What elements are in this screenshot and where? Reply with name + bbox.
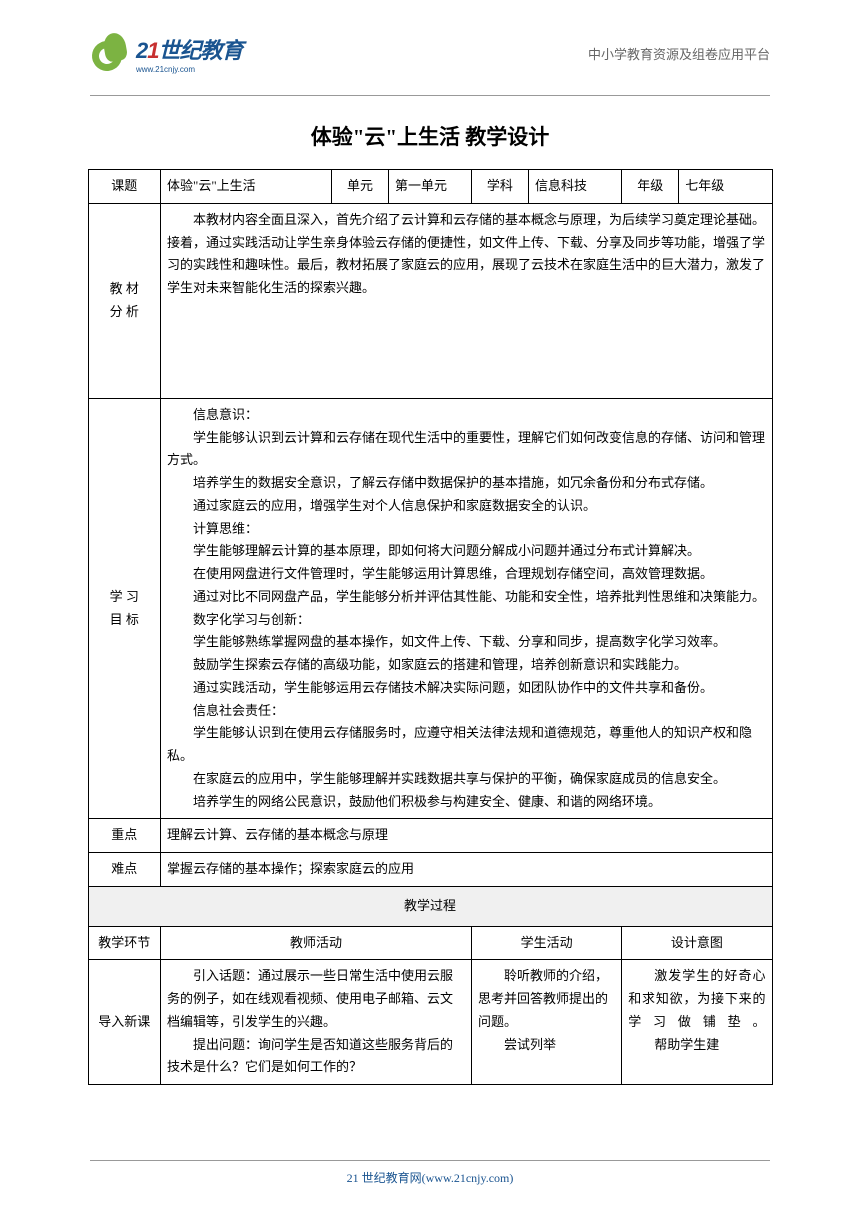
logo-title-pre: 2 bbox=[136, 38, 147, 63]
footer-text-post: ) bbox=[509, 1171, 513, 1185]
objectives-p3: 培养学生的数据安全意识，了解云存储中数据保护的基本措施，如冗余备份和分布式存储。 bbox=[167, 472, 765, 495]
unit-label: 单元 bbox=[332, 170, 389, 204]
material-analysis-text: 本教材内容全面且深入，首先介绍了云计算和云存储的基本概念与原理，为后续学习奠定理… bbox=[167, 209, 765, 300]
logo-title-num: 1 bbox=[147, 38, 158, 63]
material-analysis-row: 教 材分 析 本教材内容全面且深入，首先介绍了云计算和云存储的基本概念与原理，为… bbox=[88, 203, 772, 398]
grade-value: 七年级 bbox=[679, 170, 772, 204]
design-intent-p2: 帮助学生建 bbox=[628, 1034, 765, 1057]
process-design-intent: 激发学生的好奇心和求知欲，为接下来的学习做铺垫。 帮助学生建 bbox=[622, 960, 772, 1085]
objectives-p14: 学生能够认识到在使用云存储服务时，应遵守相关法律法规和道德规范，尊重他人的知识产… bbox=[167, 722, 765, 768]
page-title: 体验"云"上生活 教学设计 bbox=[0, 121, 860, 151]
objectives-p15: 在家庭云的应用中，学生能够理解并实践数据共享与保护的平衡，确保家庭成员的信息安全… bbox=[167, 768, 765, 791]
unit-value: 第一单元 bbox=[389, 170, 472, 204]
process-col-student: 学生活动 bbox=[471, 926, 621, 960]
objectives-p7: 在使用网盘进行文件管理时，学生能够运用计算思维，合理规划存储空间，高效管理数据。 bbox=[167, 563, 765, 586]
process-teacher-activity: 引入话题：通过展示一些日常生活中使用云服务的例子，如在线观看视频、使用电子邮箱、… bbox=[161, 960, 472, 1085]
learning-objectives-label: 学 习目 标 bbox=[88, 398, 161, 819]
header-subtitle: 中小学教育资源及组卷应用平台 bbox=[588, 44, 770, 63]
logo-text: 21世纪教育 www.21cnjy.com bbox=[136, 33, 243, 74]
logo-url: www.21cnjy.com bbox=[136, 65, 243, 74]
objectives-p13: 信息社会责任： bbox=[167, 700, 765, 723]
lesson-plan-table: 课题 体验"云"上生活 单元 第一单元 学科 信息科技 年级 七年级 教 材分 … bbox=[88, 169, 773, 1085]
subject-value: 信息科技 bbox=[528, 170, 621, 204]
objectives-p5: 计算思维： bbox=[167, 518, 765, 541]
objectives-p8: 通过对比不同网盘产品，学生能够分析并评估其性能、功能和安全性，培养批判性思维和决… bbox=[167, 586, 765, 609]
header-divider bbox=[90, 95, 770, 96]
learning-objectives-row: 学 习目 标 信息意识： 学生能够认识到云计算和云存储在现代生活中的重要性，理解… bbox=[88, 398, 772, 819]
difficulty-content: 掌握云存储的基本操作；探索家庭云的应用 bbox=[161, 853, 772, 887]
process-student-activity: 聆听教师的介绍，思考并回答教师提出的问题。 尝试列举 bbox=[471, 960, 621, 1085]
process-section-header: 教学过程 bbox=[88, 886, 772, 926]
page-footer: 21 世纪教育网(www.21cnjy.com) bbox=[0, 1160, 860, 1186]
process-col-intent: 设计意图 bbox=[622, 926, 772, 960]
process-col-teacher: 教师活动 bbox=[161, 926, 472, 960]
footer-url: www.21cnjy.com bbox=[426, 1171, 510, 1185]
objectives-p9: 数字化学习与创新： bbox=[167, 609, 765, 632]
teacher-activity-p2: 提出问题：询问学生是否知道这些服务背后的技术是什么？它们是如何工作的？ bbox=[167, 1034, 465, 1080]
material-analysis-label: 教 材分 析 bbox=[88, 203, 161, 398]
objectives-p16: 培养学生的网络公民意识，鼓励他们积极参与构建安全、健康、和谐的网络环境。 bbox=[167, 791, 765, 814]
info-row: 课题 体验"云"上生活 单元 第一单元 学科 信息科技 年级 七年级 bbox=[88, 170, 772, 204]
topic-label: 课题 bbox=[88, 170, 161, 204]
topic-value: 体验"云"上生活 bbox=[161, 170, 332, 204]
keypoint-content: 理解云计算、云存储的基本概念与原理 bbox=[161, 819, 772, 853]
process-stage-intro: 导入新课 bbox=[88, 960, 161, 1085]
process-intro-row: 导入新课 引入话题：通过展示一些日常生活中使用云服务的例子，如在线观看视频、使用… bbox=[88, 960, 772, 1085]
process-columns-row: 教学环节 教师活动 学生活动 设计意图 bbox=[88, 926, 772, 960]
objectives-p10: 学生能够熟练掌握网盘的基本操作，如文件上传、下载、分享和同步，提高数字化学习效率… bbox=[167, 631, 765, 654]
process-col-stage: 教学环节 bbox=[88, 926, 161, 960]
difficulty-label: 难点 bbox=[88, 853, 161, 887]
page-header: 21世纪教育 www.21cnjy.com 中小学教育资源及组卷应用平台 bbox=[0, 0, 860, 95]
process-header-row: 教学过程 bbox=[88, 886, 772, 926]
student-activity-p1: 聆听教师的介绍，思考并回答教师提出的问题。 bbox=[478, 965, 615, 1033]
objectives-p2: 学生能够认识到云计算和云存储在现代生活中的重要性，理解它们如何改变信息的存储、访… bbox=[167, 427, 765, 473]
footer-text-pre: 21 世纪教育网( bbox=[347, 1171, 426, 1185]
objectives-p11: 鼓励学生探索云存储的高级功能，如家庭云的搭建和管理，培养创新意识和实践能力。 bbox=[167, 654, 765, 677]
student-activity-p2: 尝试列举 bbox=[478, 1034, 615, 1057]
learning-objectives-content: 信息意识： 学生能够认识到云计算和云存储在现代生活中的重要性，理解它们如何改变信… bbox=[161, 398, 772, 819]
objectives-p12: 通过实践活动，学生能够运用云存储技术解决实际问题，如团队协作中的文件共享和备份。 bbox=[167, 677, 765, 700]
keypoint-label: 重点 bbox=[88, 819, 161, 853]
logo: 21世纪教育 www.21cnjy.com bbox=[90, 33, 243, 75]
difficulty-row: 难点 掌握云存储的基本操作；探索家庭云的应用 bbox=[88, 853, 772, 887]
objectives-p4: 通过家庭云的应用，增强学生对个人信息保护和家庭数据安全的认识。 bbox=[167, 495, 765, 518]
logo-title-post: 世纪教育 bbox=[159, 38, 243, 63]
material-analysis-content: 本教材内容全面且深入，首先介绍了云计算和云存储的基本概念与原理，为后续学习奠定理… bbox=[161, 203, 772, 398]
grade-label: 年级 bbox=[622, 170, 679, 204]
subject-label: 学科 bbox=[471, 170, 528, 204]
keypoint-row: 重点 理解云计算、云存储的基本概念与原理 bbox=[88, 819, 772, 853]
footer-divider bbox=[90, 1160, 770, 1161]
logo-icon bbox=[90, 33, 132, 75]
objectives-p1: 信息意识： bbox=[167, 404, 765, 427]
design-intent-p1: 激发学生的好奇心和求知欲，为接下来的学习做铺垫。 bbox=[628, 965, 765, 1033]
objectives-p6: 学生能够理解云计算的基本原理，即如何将大问题分解成小问题并通过分布式计算解决。 bbox=[167, 540, 765, 563]
teacher-activity-p1: 引入话题：通过展示一些日常生活中使用云服务的例子，如在线观看视频、使用电子邮箱、… bbox=[167, 965, 465, 1033]
